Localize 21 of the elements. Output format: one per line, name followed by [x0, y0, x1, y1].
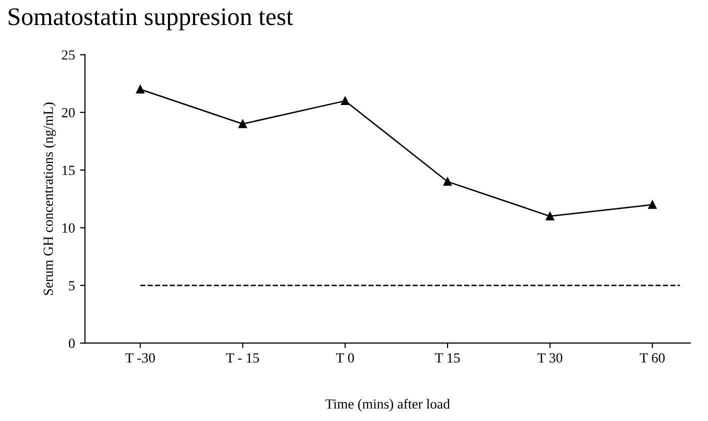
- y-tick-label: 20: [62, 108, 75, 118]
- point: [340, 96, 350, 106]
- x-tick-label: T 60: [640, 353, 665, 363]
- point: [546, 212, 554, 220]
- point: [238, 120, 247, 128]
- x-tick-label: T 0: [336, 353, 354, 363]
- y-tick-label: 15: [62, 166, 75, 176]
- point: [648, 200, 657, 209]
- x-axis-title: Time (mins) after load: [325, 398, 450, 412]
- x-tick-label: T - 15: [226, 353, 260, 363]
- point: [443, 177, 452, 186]
- x-tick-label: T -30: [125, 353, 155, 363]
- y-axis-title: Serum GH concentrations (ng/mL): [43, 102, 56, 295]
- y-tick-label: 5: [69, 281, 75, 290]
- chart-title: Somatostatin suppresion test: [8, 8, 294, 30]
- y-tick-label: 25: [62, 50, 75, 60]
- point: [136, 85, 144, 94]
- x-tick-label: T 30: [537, 353, 562, 363]
- y-tick-label: 0: [68, 338, 75, 348]
- y-tick-label: 10: [62, 223, 75, 233]
- x-tick-label: T 15: [435, 353, 460, 363]
